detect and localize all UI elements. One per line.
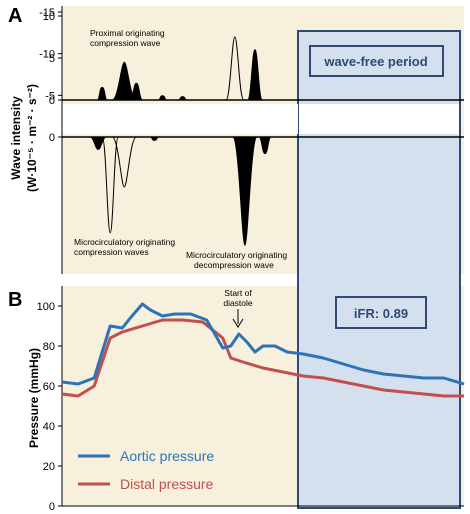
panel-b-ytick-label: 100 — [37, 301, 55, 313]
upper-peak — [97, 86, 108, 101]
panel-b-ytick-label: 0 — [49, 501, 55, 513]
panel-a-ytick-label: 5 — [49, 53, 55, 65]
panel-a-ylabel-line2: (W·10⁻⁵ · m⁻² · s⁻²) — [25, 84, 39, 192]
lower-trough — [89, 136, 107, 151]
annotation-start-of-diastole-line1: Start of — [224, 288, 252, 298]
panel-a-gap-box — [299, 104, 459, 134]
ifr-label-box — [335, 296, 427, 329]
annotation-start-of-diastole-line2: diastole — [223, 298, 253, 308]
annotation-microcirc-compression-line1: Microcirculatory originating — [74, 237, 175, 247]
upper-peak-decompression — [225, 36, 245, 101]
panel-b-ytick-label: 20 — [43, 461, 55, 473]
lower-trough-microcirc-compression — [111, 136, 137, 188]
panel-a-ylabel-line1: Wave intensity — [9, 96, 23, 180]
annotation-microcirc-compression-line2: compression waves — [74, 247, 149, 257]
legend-distal-label: Distal pressure — [120, 476, 214, 492]
legend-aortic-label: Aortic pressure — [120, 448, 214, 464]
wave-free-period-label-box — [309, 45, 444, 77]
wave-free-period-label: wave-free period — [323, 54, 427, 69]
diastole-arrow-head — [232, 318, 244, 328]
panel-a-ytick-label: -10 — [39, 49, 55, 61]
upper-peak — [247, 49, 263, 101]
series-line-aortic-pressure — [61, 302, 465, 386]
panel-b-pressure-lines — [61, 302, 465, 398]
ifr-label: iFR: 0.89 — [354, 306, 408, 321]
panel-b-y-ticks: 0 20 40 60 80 100 — [37, 301, 62, 513]
lower-trough — [258, 136, 272, 155]
series-line-distal-pressure — [61, 318, 464, 398]
lower-trough-microcirc-decompression — [232, 136, 258, 246]
panel-b-ytick-label: 80 — [43, 341, 55, 353]
panel-a-ytick-label: 0 — [49, 132, 55, 144]
lower-trough-microcirc-compression — [101, 136, 119, 234]
panel-a-ytick-label: -5 — [45, 90, 55, 102]
panel-b-ytick-label: 40 — [43, 421, 55, 433]
panel-a-gap — [62, 104, 298, 134]
panel-a-ytick-label: 10 — [43, 11, 55, 23]
upper-peak — [158, 95, 167, 101]
panel-a-wave-intensity — [62, 36, 464, 246]
panel-b-ylabel: Pressure (mmHg) — [27, 348, 41, 448]
upper-peak — [130, 82, 143, 101]
upper-peak — [178, 96, 187, 101]
wave-free-period-region — [297, 30, 461, 509]
panel-a-ytick-label: 0 — [49, 95, 55, 107]
annotation-proximal-line1: Proximal originating — [90, 28, 165, 38]
panel-a-ytick-label: -15 — [39, 7, 55, 19]
annotation-microcirc-decompression-line2: decompression wave — [194, 260, 274, 270]
panel-letter-b: B — [8, 289, 22, 311]
annotation-proximal-line2: compression wave — [90, 38, 161, 48]
panel-letter-a: A — [8, 5, 22, 27]
annotation-microcirc-decompression-line1: Microcirculatory originating — [186, 250, 287, 260]
panel-b-ytick-label: 60 — [43, 381, 55, 393]
lower-trough — [150, 136, 159, 141]
